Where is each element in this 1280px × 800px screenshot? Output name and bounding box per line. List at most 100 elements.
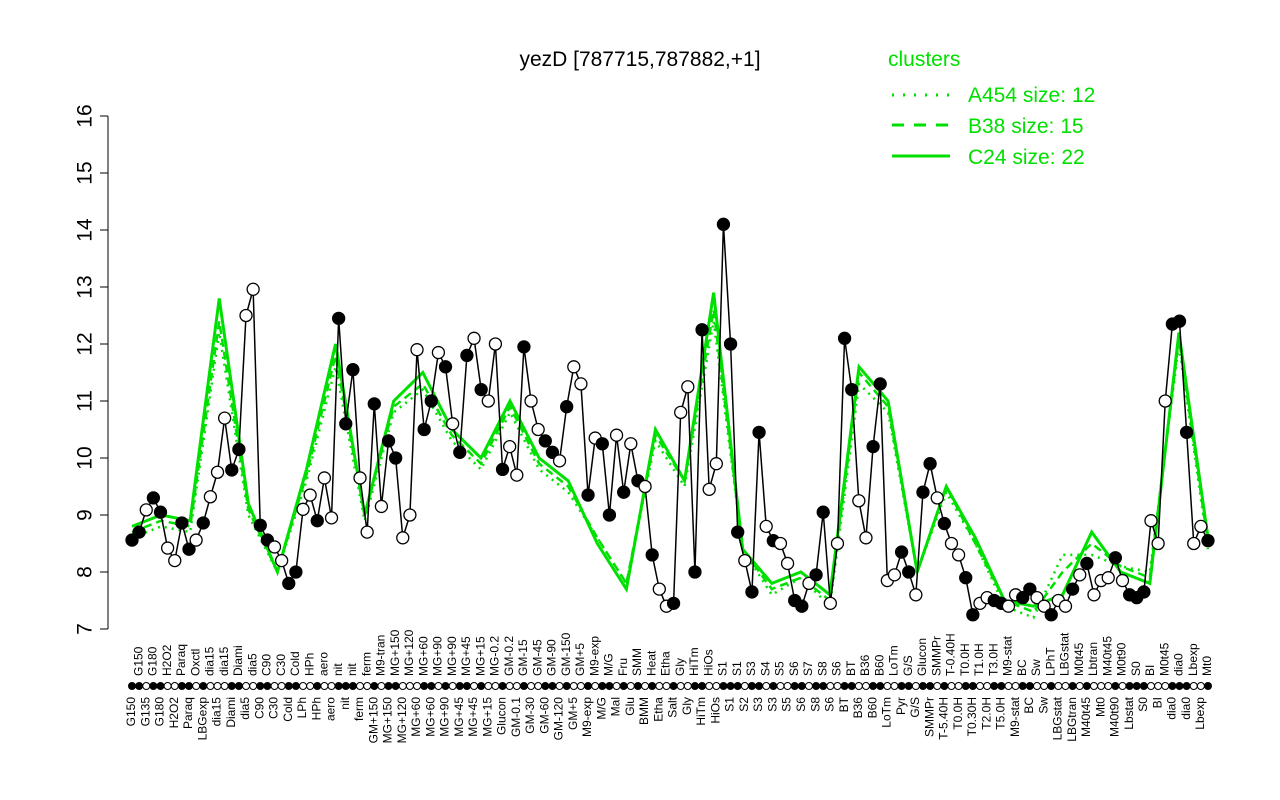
y-tick-label: 15	[74, 161, 97, 184]
rug-mark	[1075, 682, 1084, 690]
x-tick-label: aero	[324, 697, 338, 721]
x-tick-label: M0t45	[1157, 642, 1171, 676]
data-point	[1144, 514, 1158, 528]
rug-mark	[441, 682, 450, 690]
rug-mark	[1132, 682, 1141, 690]
rug-mark	[633, 682, 642, 690]
x-tick-label: GM+150	[366, 697, 380, 744]
rug-mark	[911, 682, 920, 690]
x-tick-label: G150	[131, 646, 145, 676]
x-tick-label: GM-150	[559, 632, 573, 676]
data-point	[339, 417, 353, 431]
x-tick-label: S8	[808, 697, 822, 712]
data-point	[752, 425, 766, 440]
data-point	[1137, 585, 1151, 599]
x-tick-label: H2O2	[160, 644, 174, 676]
rug-mark	[227, 682, 236, 690]
rug-mark	[363, 682, 372, 690]
legend-label-c24: C24 size: 22	[968, 146, 1085, 169]
x-tick-label: dia5	[238, 697, 252, 720]
x-tick-label: M9-exp	[580, 697, 594, 737]
data-point	[937, 516, 951, 531]
x-tick-label: BT	[837, 696, 851, 712]
x-tick-label: Glucon	[495, 697, 509, 735]
data-point	[274, 553, 289, 568]
x-tick-label: BI	[1150, 697, 1164, 708]
rug-mark	[299, 682, 308, 690]
x-tick-label: M9-tran	[374, 635, 388, 676]
data-point	[1172, 314, 1187, 328]
data-point	[460, 348, 474, 363]
x-tick-label: HiTm	[694, 697, 708, 726]
x-tick-label: Sw	[1036, 697, 1050, 714]
rug-mark	[163, 682, 172, 690]
x-tick-label: BMM	[637, 697, 651, 725]
x-tick-label: GM-120	[552, 697, 566, 741]
x-tick-label: Mal	[609, 697, 623, 716]
data-point	[617, 485, 631, 499]
rug-mark	[940, 682, 949, 690]
rug-mark	[370, 682, 379, 690]
x-tick-label: BI	[1143, 665, 1157, 676]
rug-mark	[384, 682, 393, 690]
data-point	[446, 417, 460, 431]
rug-mark	[990, 682, 999, 690]
x-tick-label: Salt	[666, 696, 680, 717]
rug-mark	[1154, 682, 1163, 690]
rug-mark	[484, 682, 493, 690]
rug-mark	[755, 682, 764, 690]
data-point	[531, 422, 545, 437]
x-tick-label: S6	[823, 697, 837, 712]
data-point	[859, 531, 873, 545]
data-point	[1016, 591, 1030, 605]
x-tick-label: HiOs	[708, 697, 722, 724]
data-point	[560, 400, 574, 414]
x-tick-label: LBGstat	[1058, 632, 1072, 676]
data-point	[210, 465, 225, 479]
x-tick-label: MG+60	[409, 697, 423, 737]
x-tick-label: S3	[765, 697, 779, 712]
legend-label-b38: B38 size: 15	[968, 115, 1084, 138]
rug-mark	[1175, 682, 1184, 690]
x-tick-label: T5.0H	[994, 697, 1008, 730]
rug-mark	[398, 682, 407, 690]
rug-mark	[1146, 682, 1155, 690]
x-tick-label: S5	[773, 661, 787, 676]
rug-mark	[1018, 682, 1027, 690]
data-point	[182, 542, 196, 556]
data-point	[367, 397, 381, 411]
rug-mark	[605, 682, 614, 690]
rug-mark	[954, 682, 963, 690]
rug-mark	[762, 682, 771, 690]
x-tick-label: GM-60	[537, 697, 551, 734]
data-point	[346, 362, 360, 377]
x-tick-label: Oxctl	[188, 649, 202, 676]
data-point	[830, 536, 845, 551]
rug-mark	[676, 682, 685, 690]
rug-mark	[690, 682, 699, 690]
rug-mark	[220, 682, 229, 690]
rug-mark	[619, 682, 628, 690]
x-tick-label: T3.0H	[986, 643, 1000, 676]
rug-mark	[491, 682, 500, 690]
rug-mark	[555, 682, 564, 690]
x-tick-label: dia0	[1165, 697, 1179, 720]
rug-mark	[840, 682, 849, 690]
data-point	[1037, 599, 1051, 613]
data-point	[225, 463, 239, 477]
data-point	[745, 585, 759, 599]
data-point	[431, 345, 446, 360]
rug-mark	[897, 682, 906, 690]
y-tick-label: 11	[74, 390, 97, 412]
data-point	[1044, 608, 1058, 622]
x-tick-label: GM-15	[516, 639, 530, 676]
x-tick-label: M/G	[594, 697, 608, 720]
rug-mark	[149, 682, 158, 690]
rug-mark	[427, 682, 436, 690]
x-tick-label: T2.0H	[979, 697, 993, 730]
y-tick-label: 9	[74, 509, 97, 521]
x-tick-label: Gly	[680, 697, 694, 715]
x-tick-label: B60	[865, 697, 879, 719]
x-tick-label: S5	[780, 697, 794, 712]
data-point	[909, 588, 923, 602]
